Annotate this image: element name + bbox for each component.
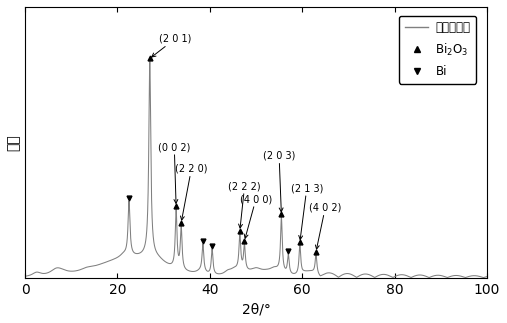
X-axis label: 2θ/°: 2θ/° [241,302,270,316]
Text: (2 1 3): (2 1 3) [291,183,323,240]
Legend: 载鋞活性炭, Bi$_2$O$_3$, Bi: 载鋞活性炭, Bi$_2$O$_3$, Bi [399,16,477,84]
Text: (4 0 0): (4 0 0) [240,194,272,238]
Text: (2 2 2): (2 2 2) [228,181,261,228]
Text: (2 0 3): (2 0 3) [263,151,295,212]
Y-axis label: 强度: 强度 [7,134,21,151]
Text: (2 2 0): (2 2 0) [175,164,208,220]
Text: (0 0 2): (0 0 2) [158,142,191,203]
Text: (4 0 2): (4 0 2) [309,203,342,249]
Text: (2 0 1): (2 0 1) [152,34,192,57]
